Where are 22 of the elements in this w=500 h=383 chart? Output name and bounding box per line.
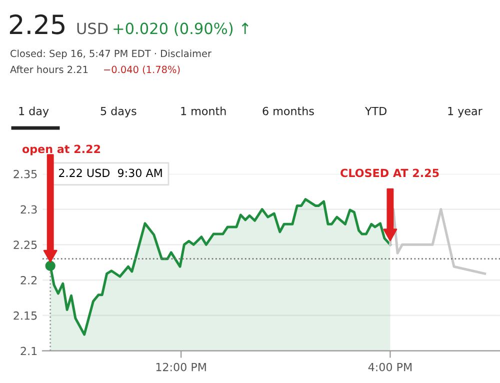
text: +0.020 (0.90%) ↑ xyxy=(114,22,248,36)
y-tick-label: 2.25 xyxy=(14,240,37,250)
y-tick-label: 2.15 xyxy=(14,311,37,320)
y-tick-label: 2.2 xyxy=(20,276,37,284)
text: 1 year xyxy=(448,106,482,118)
text: open at 2.22 xyxy=(22,144,100,156)
text: YTD xyxy=(364,106,386,116)
text: 1 month xyxy=(181,106,226,116)
x-tick-label: 4:00 PM xyxy=(368,362,412,372)
text: −0.040 (1.78%) xyxy=(104,66,180,74)
text: 6 months xyxy=(262,106,314,116)
text: USD xyxy=(77,22,108,34)
text: Closed: Sep 16, 5:47 PM EDT · Disclaimer xyxy=(10,50,212,60)
y-tick-label: 2.1 xyxy=(20,346,37,356)
annotation: CLOSED AT 2.25 xyxy=(340,168,439,178)
y-tick-label: 2.3 xyxy=(20,205,37,214)
text: 5 days xyxy=(100,106,136,118)
text: 1 day xyxy=(19,106,49,118)
x-tick-label: 12:00 PM xyxy=(156,362,206,372)
annotation: 2.22 USD 9:30 AM xyxy=(59,168,162,178)
text: After hours 2.21 xyxy=(10,66,88,74)
y-tick-label: 2.35 xyxy=(14,170,37,178)
